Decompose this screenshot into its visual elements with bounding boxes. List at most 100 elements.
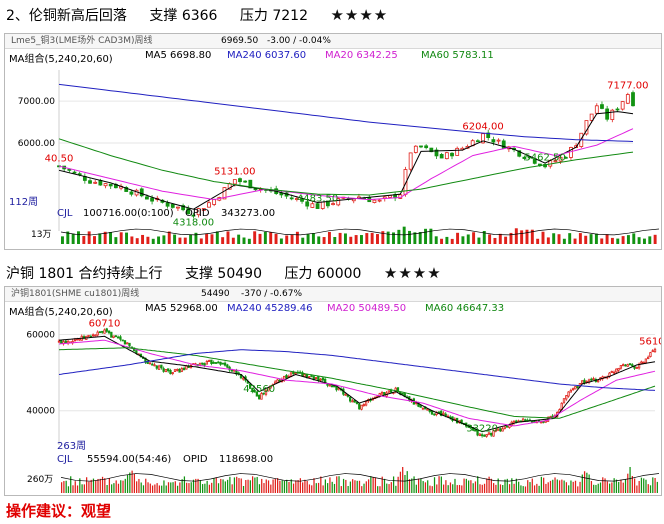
candle-body [243,180,248,183]
candle-body [112,335,115,338]
volume-bar [253,231,257,244]
volume-bar [645,479,647,493]
volume-bar [320,476,322,493]
volume-bar [158,485,161,493]
volume-bar [554,477,556,493]
volume-bar [194,232,198,244]
volume-bar [472,483,474,493]
volume-bar [395,485,397,493]
volume-bar [292,483,295,493]
volume-bar [199,480,201,493]
volume-bar [151,238,155,244]
volume-bar [210,234,214,244]
volume-bar [92,478,95,493]
candle-body [594,105,599,114]
volume-bar [265,479,267,493]
volume-bar [149,483,151,493]
volume-bar [637,237,641,244]
volume-bar [404,474,406,493]
volume-bar [140,482,142,493]
volume-bar [449,482,452,493]
volume-bar [97,478,99,493]
volume-bar [543,477,545,493]
volume-bar [245,480,247,493]
candle-body [387,390,390,393]
chart-titlebar-text: Lme5_铜3(LME场外 CAD3M)周线 [11,36,153,46]
candle-body [492,430,495,437]
candle-body [565,395,568,400]
candle-body [619,365,623,369]
volume-bar [125,232,129,244]
volume-bar [565,482,568,493]
volume-bar [509,232,513,244]
ma60-value: MA60 46647.33 [425,303,505,314]
volume-bar [114,237,118,244]
candle-body [515,420,518,423]
ma-line-ma240 [58,83,634,142]
candle-body [408,152,413,170]
candle-body [139,188,144,197]
volume-bar [199,238,203,244]
volume-bar [311,233,315,244]
volume-bar [304,479,306,493]
volume-bar [433,477,436,493]
volume-bar [621,236,625,244]
candle-body [501,428,504,432]
candle-body [305,201,310,207]
candle-body [622,364,625,367]
candle-body [73,339,77,342]
volume-bar [190,482,192,493]
volume-bar [302,482,304,493]
volume-bar [466,234,470,244]
volume-bar [422,481,424,493]
chart-panel-shfe: 沪铜1801(SHME cu1801)周线 54490 -370 / -0.67… [4,286,662,496]
volume-bar [154,484,156,493]
candle-body [517,150,522,157]
candle-body [631,92,635,107]
volume-bar [618,481,620,493]
volume-bar [626,235,630,244]
headline-shfe-copper: 沪铜 1801 合约持续上行 支撑 50490 压力 60000 ★★★★ [6,263,460,283]
volume-bar [221,237,225,244]
volume-bar [131,470,133,493]
volume-bar [145,478,147,493]
candle-body [499,428,502,432]
volume-bar [365,233,369,244]
candle-body [351,400,354,403]
candle-body [173,369,177,372]
candle-body [429,147,434,153]
volume-bar [226,479,229,493]
candle-body [308,376,311,379]
rating-stars: ★★★★ [330,6,389,24]
volume-bar [643,478,645,493]
volume-bar [493,237,497,244]
volume-bar [106,484,108,493]
volume-bar [538,485,540,493]
candle-body [232,179,237,185]
volume-bar [61,482,63,493]
volume-bar [74,481,76,493]
volume-bar [536,483,538,493]
candle-body [440,410,443,416]
volume-bar [217,483,220,493]
candle-body [481,133,485,144]
candle-body [110,331,113,338]
volume-tick: 13万 [31,230,52,240]
candle-body [283,375,286,381]
volume-bar [402,467,404,493]
volume-bar [524,486,527,493]
volume-bar [327,483,329,493]
candle-body [182,367,186,371]
volume-bar [215,231,219,244]
volume-bar [115,480,117,493]
volume-bar [254,477,256,493]
candle-body [210,359,213,364]
volume-bar [483,483,486,493]
volume-bar [349,481,352,493]
chart-titlebar: 沪铜1801(SHME cu1801)周线 54490 -370 / -0.67… [5,287,661,302]
candle-body [251,388,254,392]
ma-line-ma20 [58,128,634,201]
volume-bar [418,231,422,244]
volume-bar [578,233,582,244]
